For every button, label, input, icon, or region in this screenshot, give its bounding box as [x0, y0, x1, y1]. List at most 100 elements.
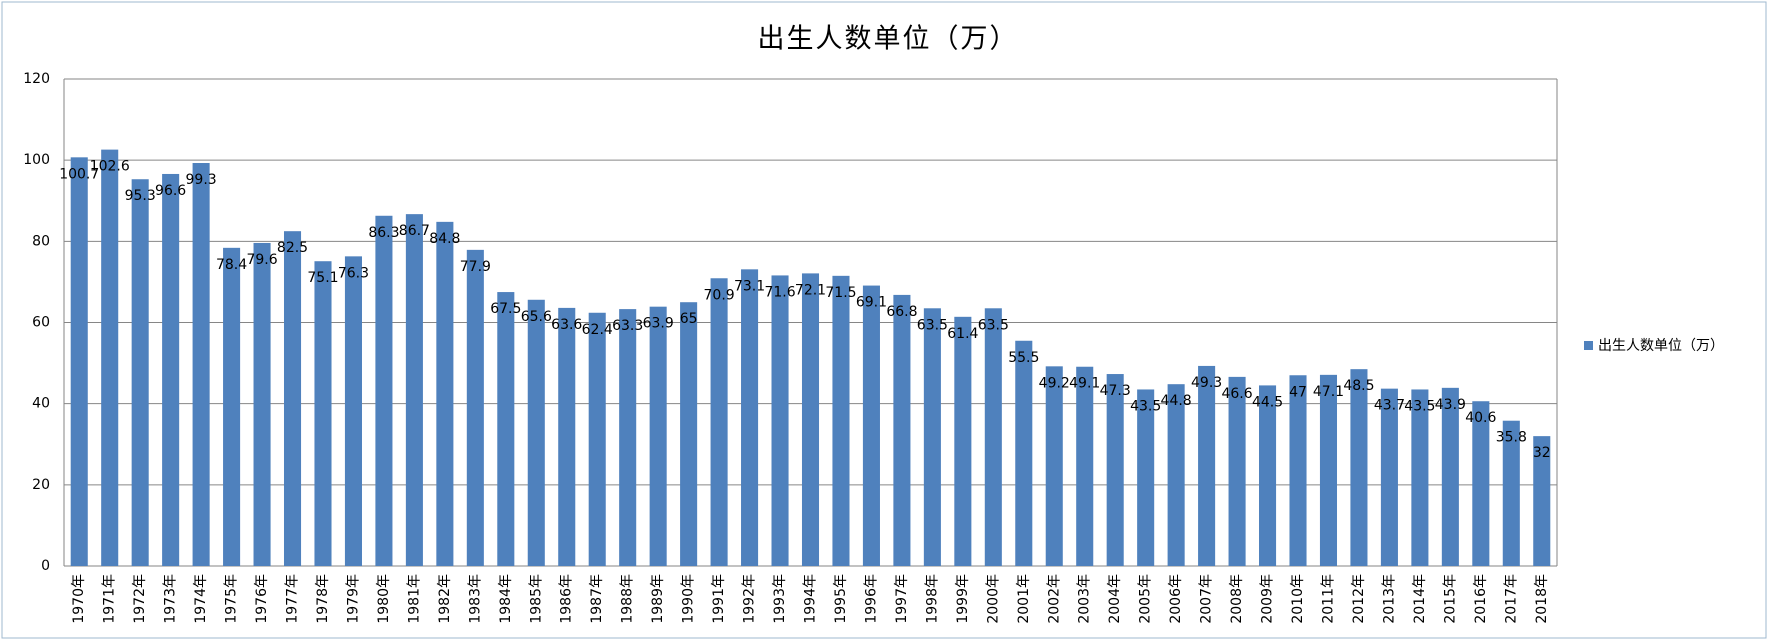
y-tick-label: 120	[23, 71, 50, 87]
bar	[588, 312, 606, 566]
bar	[375, 215, 393, 566]
x-tick-label: 1973年	[163, 574, 179, 624]
data-label: 100.7	[59, 166, 99, 182]
x-tick-label: 1989年	[650, 574, 666, 624]
y-tick-label: 100	[23, 152, 50, 168]
bar	[1380, 388, 1398, 566]
bar	[131, 179, 149, 566]
bar	[1441, 387, 1459, 566]
data-label: 63.5	[917, 317, 948, 333]
data-label: 49.1	[1069, 376, 1100, 392]
x-tick-label: 1981年	[406, 574, 422, 624]
data-label: 44.5	[1252, 394, 1283, 410]
data-label: 61.4	[947, 326, 978, 342]
bar	[1319, 374, 1338, 566]
x-tick-label: 2012年	[1351, 574, 1367, 624]
data-label: 67.5	[490, 301, 521, 317]
bar	[862, 285, 880, 566]
bar	[680, 302, 698, 566]
x-tick-label: 2017年	[1503, 574, 1519, 624]
data-label: 76.3	[338, 265, 369, 281]
bar	[405, 214, 423, 566]
bar	[192, 163, 210, 566]
y-tick-label: 60	[32, 315, 50, 331]
bar	[162, 173, 180, 566]
data-label: 47	[1289, 384, 1307, 400]
x-tick-label: 2016年	[1473, 574, 1489, 624]
bar	[801, 273, 820, 566]
x-tick-label: 1987年	[589, 574, 605, 624]
bar	[253, 242, 271, 566]
data-label: 47.1	[1313, 384, 1344, 400]
bar	[1350, 369, 1368, 566]
x-tick-label: 1977年	[285, 574, 301, 624]
data-label: 71.6	[764, 284, 795, 300]
data-label: 63.9	[643, 316, 674, 332]
x-tick-label: 1998年	[924, 574, 940, 624]
x-tick-label: 1993年	[772, 574, 788, 624]
data-label: 32	[1533, 445, 1551, 461]
x-tick-label: 1970年	[71, 574, 87, 624]
data-label: 48.5	[1343, 378, 1374, 394]
data-label: 65	[680, 311, 698, 327]
bar	[984, 308, 1002, 566]
data-label: 77.9	[460, 259, 491, 275]
x-tick-label: 1980年	[376, 574, 392, 624]
data-label: 96.6	[155, 183, 186, 199]
data-label: 47.3	[1100, 383, 1131, 399]
y-tick-label: 0	[41, 558, 50, 574]
x-tick-label: 1984年	[498, 574, 514, 624]
bar	[893, 294, 911, 566]
x-tick-label: 2018年	[1534, 574, 1550, 624]
data-label: 46.6	[1221, 386, 1252, 402]
data-label: 71.5	[825, 285, 856, 301]
x-tick-label: 1975年	[224, 574, 240, 624]
x-tick-label: 1994年	[803, 574, 819, 624]
data-label: 78.4	[216, 257, 247, 273]
data-label: 43.7	[1374, 398, 1405, 414]
x-tick-label: 1996年	[863, 574, 879, 624]
bar	[619, 309, 637, 566]
x-tick-label: 1986年	[559, 574, 575, 624]
x-tick-label: 1991年	[711, 574, 727, 624]
data-label: 43.9	[1435, 397, 1466, 413]
data-label: 69.1	[856, 295, 887, 311]
x-tick-label: 2015年	[1442, 574, 1458, 624]
bar	[314, 261, 332, 566]
data-label: 49.2	[1039, 375, 1070, 391]
data-label: 79.6	[246, 252, 277, 268]
x-tick-label: 2005年	[1138, 574, 1154, 624]
data-label: 63.6	[551, 317, 582, 333]
x-tick-label: 1992年	[742, 574, 758, 624]
bar	[954, 316, 972, 566]
data-label: 55.5	[1008, 350, 1039, 366]
bar	[1045, 366, 1063, 566]
x-tick-label: 1979年	[345, 574, 361, 624]
data-label: 86.7	[399, 223, 430, 239]
data-label: 43.5	[1130, 398, 1161, 414]
y-tick-label: 20	[32, 477, 50, 493]
x-tick-label: 1971年	[102, 574, 118, 624]
y-tick-label: 40	[32, 396, 50, 412]
bar	[344, 256, 362, 566]
bar	[1198, 365, 1216, 566]
x-tick-label: 2011年	[1320, 574, 1336, 624]
data-label: 44.8	[1161, 393, 1192, 409]
data-label: 84.8	[429, 231, 460, 247]
bar	[1106, 374, 1124, 566]
data-label: 49.3	[1191, 375, 1222, 391]
legend-label: 出生人数单位（万）	[1598, 338, 1724, 354]
x-tick-label: 1972年	[132, 574, 148, 624]
bar	[649, 306, 667, 566]
y-tick-label: 80	[32, 233, 50, 249]
data-label: 65.6	[521, 309, 552, 325]
x-tick-label: 1990年	[681, 574, 697, 624]
x-tick-label: 2008年	[1229, 574, 1245, 624]
data-label: 40.6	[1465, 410, 1496, 426]
x-tick-label: 2013年	[1381, 574, 1397, 624]
bar	[832, 275, 850, 566]
bar	[1472, 401, 1490, 566]
data-label: 95.3	[125, 188, 156, 204]
bar	[1167, 384, 1185, 566]
